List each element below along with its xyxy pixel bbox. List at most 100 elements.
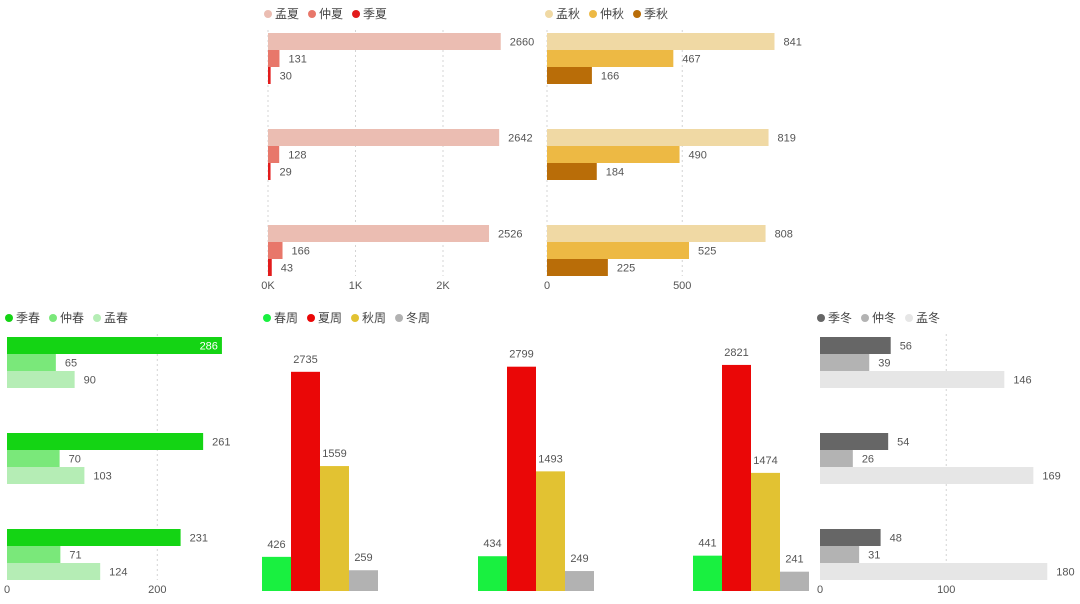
- data-label-summary-0-0: 2660: [510, 37, 534, 49]
- bar-spring-季春-1[interactable]: [7, 433, 204, 450]
- legend-label-winter-0[interactable]: 季冬: [828, 310, 852, 325]
- bar-winter-季冬-2[interactable]: [820, 529, 881, 546]
- legend-label-spring-1[interactable]: 仲春: [60, 311, 84, 325]
- legend-marker-spring-2: [93, 314, 102, 322]
- data-label-autumn-0-1: 819: [778, 133, 796, 145]
- legend-label-autumn-1[interactable]: 仲秋: [600, 7, 624, 21]
- legend-label-autumn-0[interactable]: 孟秋: [556, 7, 580, 21]
- bar-weeks-秋周-0[interactable]: [320, 466, 349, 591]
- bar-weeks-夏周-2[interactable]: [722, 364, 751, 591]
- chart-summary: 0K 1K 2K 2660 131 30 2642 128 29 2526 166 43: [261, 30, 534, 292]
- bar-autumn-孟秋-1[interactable]: [547, 129, 769, 146]
- bar-spring-孟春-2[interactable]: [7, 563, 101, 580]
- bar-autumn-孟秋-0[interactable]: [547, 33, 775, 50]
- bar-weeks-春周-0[interactable]: [262, 556, 291, 591]
- bar-winter-孟冬-1[interactable]: [820, 467, 1034, 484]
- chart-autumn: 0 500 841 467 166 819 490 184 808 525 225: [544, 30, 802, 292]
- data-label-weeks-0-2: 441: [698, 538, 716, 550]
- bar-winter-孟冬-0[interactable]: [820, 371, 1005, 388]
- bar-autumn-季秋-1[interactable]: [547, 163, 597, 180]
- chart-winter: 0 100 56 39 146 54 26 169 48 31 180: [817, 334, 1075, 596]
- bar-spring-季春-0[interactable]: [7, 337, 222, 354]
- bar-spring-仲春-2[interactable]: [7, 546, 61, 563]
- legend-label-winter-1[interactable]: 仲冬: [872, 310, 896, 325]
- bar-spring-孟春-1[interactable]: [7, 467, 85, 484]
- bar-winter-仲冬-1[interactable]: [820, 450, 853, 467]
- x-tick-autumn-1: 500: [673, 280, 691, 292]
- bar-summary-季夏-1[interactable]: [268, 163, 271, 180]
- x-tick-summary-2: 2K: [436, 280, 450, 292]
- bar-winter-仲冬-2[interactable]: [820, 546, 860, 563]
- bar-weeks-春周-1[interactable]: [478, 556, 507, 591]
- bar-autumn-仲秋-2[interactable]: [547, 242, 690, 259]
- bar-autumn-仲秋-0[interactable]: [547, 50, 674, 67]
- legend-label-winter-2[interactable]: 孟冬: [916, 310, 940, 325]
- legend-label-weeks-0[interactable]: 春周: [274, 311, 298, 325]
- data-label-autumn-2-2: 225: [617, 263, 635, 275]
- legend-label-weeks-2[interactable]: 秋周: [362, 311, 386, 325]
- legend-autumn: 孟秋 仲秋 季秋: [545, 7, 668, 21]
- x-tick-summary-0: 0K: [261, 280, 275, 292]
- bar-weeks-冬周-0[interactable]: [349, 570, 378, 591]
- data-label-weeks-2-0: 1559: [322, 448, 346, 460]
- bar-summary-季夏-2[interactable]: [268, 259, 272, 276]
- bar-weeks-秋周-2[interactable]: [751, 472, 780, 591]
- bar-spring-季春-2[interactable]: [7, 529, 181, 546]
- data-label-summary-0-2: 2526: [498, 229, 522, 241]
- bar-spring-仲春-0[interactable]: [7, 354, 56, 371]
- bar-winter-季冬-1[interactable]: [820, 433, 889, 450]
- x-tick-summary-1: 1K: [349, 280, 363, 292]
- bar-autumn-孟秋-2[interactable]: [547, 225, 766, 242]
- legend-marker-spring-0: [5, 314, 13, 322]
- legend-label-weeks-1[interactable]: 夏周: [318, 311, 342, 325]
- bar-summary-季夏-0[interactable]: [268, 67, 271, 84]
- legend-label-weeks-3[interactable]: 冬周: [406, 310, 430, 325]
- x-tick-spring-1: 200: [148, 584, 166, 596]
- legend-label-spring-0[interactable]: 季春: [16, 311, 40, 325]
- bar-weeks-秋周-1[interactable]: [536, 471, 565, 591]
- legend-label-spring-2[interactable]: 孟春: [104, 311, 128, 325]
- bar-summary-孟夏-1[interactable]: [268, 129, 500, 146]
- bar-winter-孟冬-2[interactable]: [820, 563, 1048, 580]
- legend-spring: 季春 仲春 孟春: [5, 311, 128, 325]
- bar-weeks-冬周-1[interactable]: [565, 571, 594, 591]
- legend-summary: 孟夏 仲夏 季夏: [264, 7, 387, 21]
- bar-summary-孟夏-2[interactable]: [268, 225, 490, 242]
- data-label-winter-2-1: 169: [1042, 471, 1060, 483]
- bar-weeks-冬周-2[interactable]: [780, 571, 809, 591]
- bar-autumn-仲秋-1[interactable]: [547, 146, 680, 163]
- bar-weeks-春周-2[interactable]: [693, 555, 722, 591]
- legend-marker-winter-1: [861, 314, 870, 322]
- legend-marker-weeks-3: [395, 314, 404, 322]
- legend-label-summary-0[interactable]: 孟夏: [275, 7, 299, 21]
- bar-spring-仲春-1[interactable]: [7, 450, 60, 467]
- data-label-autumn-0-2: 808: [775, 229, 793, 241]
- bar-weeks-夏周-0[interactable]: [291, 371, 320, 591]
- data-label-winter-0-0: 56: [900, 341, 912, 353]
- bar-summary-孟夏-0[interactable]: [268, 33, 501, 50]
- legend-label-summary-1[interactable]: 仲夏: [319, 7, 343, 21]
- data-label-spring-1-0: 65: [65, 358, 77, 370]
- legend-label-summary-2[interactable]: 季夏: [363, 7, 387, 21]
- data-label-autumn-1-0: 467: [682, 54, 700, 66]
- x-tick-spring-0: 0: [4, 584, 10, 596]
- bar-summary-仲夏-2[interactable]: [268, 242, 283, 259]
- legend-label-autumn-2[interactable]: 季秋: [644, 7, 668, 21]
- data-label-winter-2-0: 146: [1013, 375, 1031, 387]
- bar-spring-孟春-0[interactable]: [7, 371, 75, 388]
- data-label-winter-2-2: 180: [1056, 567, 1074, 579]
- data-label-weeks-2-2: 1474: [753, 455, 777, 467]
- x-tick-autumn-0: 0: [544, 280, 550, 292]
- legend-marker-autumn-0: [545, 10, 553, 18]
- data-label-autumn-1-1: 490: [689, 150, 707, 162]
- data-label-summary-2-2: 43: [281, 263, 293, 275]
- bar-summary-仲夏-1[interactable]: [268, 146, 280, 163]
- bar-winter-仲冬-0[interactable]: [820, 354, 870, 371]
- bar-autumn-季秋-2[interactable]: [547, 259, 608, 276]
- bar-autumn-季秋-0[interactable]: [547, 67, 592, 84]
- data-label-summary-0-1: 2642: [508, 133, 532, 145]
- data-label-spring-2-0: 90: [84, 375, 96, 387]
- bar-weeks-夏周-1[interactable]: [507, 366, 536, 591]
- bar-winter-季冬-0[interactable]: [820, 337, 891, 354]
- bar-summary-仲夏-0[interactable]: [268, 50, 280, 67]
